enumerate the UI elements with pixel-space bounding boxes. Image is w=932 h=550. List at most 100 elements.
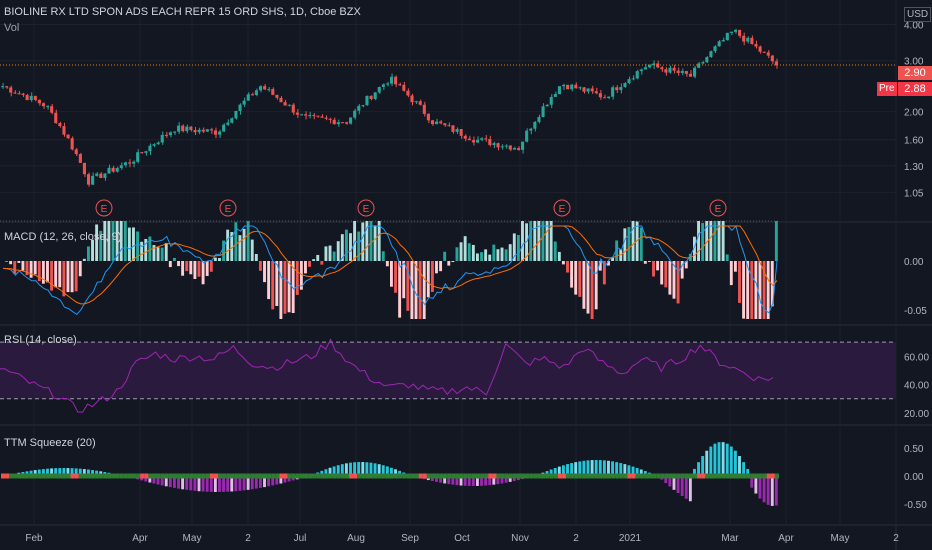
ttm-histogram-bar: [631, 466, 635, 476]
x-tick-label: Jul: [294, 533, 307, 544]
macd-histogram-bar: [254, 254, 258, 261]
macd-histogram-bar: [275, 261, 279, 306]
candle-body: [111, 167, 115, 172]
macd-histogram-bar: [549, 221, 553, 261]
rsi-panel[interactable]: [0, 338, 896, 413]
candle-body: [91, 175, 95, 185]
ttm-squeeze-dot: [111, 473, 116, 479]
macd-legend[interactable]: MACD (12, 26, close, 9): [4, 231, 122, 243]
ttm-squeeze-dot: [770, 473, 775, 479]
ttm-squeeze-dot: [308, 473, 313, 479]
ttm-squeeze-dot: [17, 473, 22, 479]
macd-histogram-bar: [521, 221, 524, 261]
ttm-histogram-bar: [598, 460, 602, 476]
candle-body: [17, 93, 21, 95]
macd-histogram-bar: [717, 221, 721, 261]
ttm-squeeze-dot: [508, 473, 513, 479]
candle-body: [263, 86, 267, 90]
macd-histogram-bar: [516, 234, 520, 261]
ttm-squeeze-dot: [340, 473, 345, 479]
macd-histogram-bar: [152, 245, 156, 261]
ttm-squeeze-dot: [607, 473, 612, 479]
macd-histogram-bar: [82, 258, 86, 261]
ttm-squeeze-dot: [299, 473, 305, 479]
macd-histogram-bar: [627, 227, 631, 261]
macd-histogram-bar: [582, 261, 586, 309]
ttm-squeeze-dot: [349, 473, 354, 479]
candle-body: [369, 95, 373, 100]
earnings-marker-label: E: [715, 204, 722, 215]
ttm-histogram-bar: [480, 476, 483, 486]
ttm-histogram-bar: [627, 465, 631, 476]
candle-body: [574, 84, 578, 89]
candle-body: [287, 104, 291, 106]
ttm-histogram-bar: [275, 476, 279, 485]
candle-body: [615, 87, 619, 91]
candle-body: [328, 118, 332, 120]
ttm-squeeze-dot: [234, 473, 239, 479]
ttm-histogram-bar: [283, 476, 287, 483]
x-tick-label: 2: [245, 533, 251, 544]
ttm-histogram-bar: [320, 470, 324, 476]
macd-histogram-bar: [574, 261, 578, 295]
candle-body: [275, 94, 279, 98]
candle-body: [762, 51, 766, 53]
candle-body: [430, 120, 435, 125]
ttm-squeeze-dot: [70, 473, 75, 479]
currency-badge[interactable]: USD: [904, 7, 932, 22]
macd-histogram-bar: [291, 261, 295, 314]
macd-histogram-bar: [754, 261, 758, 319]
macd-histogram-bar: [295, 261, 299, 295]
ttm-histogram-bar: [639, 469, 643, 476]
ttm-histogram-bar: [381, 465, 385, 476]
candle-body: [74, 149, 78, 155]
ttm-squeeze-dot: [132, 473, 137, 479]
ttm-squeeze-dot: [475, 473, 481, 479]
candle-body: [103, 173, 107, 178]
pre-market-label: Pre: [877, 82, 897, 96]
ttm-histogram-bar: [254, 476, 258, 489]
earnings-marker-label: E: [101, 204, 108, 215]
macd-panel[interactable]: [2, 221, 778, 319]
candle-body: [185, 126, 189, 132]
ttm-squeeze-dot: [95, 473, 100, 479]
candle-body: [750, 37, 754, 45]
candle-body: [267, 89, 271, 91]
macd-histogram-bar: [267, 261, 271, 300]
ttm-histogram-bar: [467, 476, 471, 486]
candle-body: [86, 174, 91, 185]
macd-histogram-bar: [451, 261, 455, 263]
ttm-histogram-bar: [197, 476, 201, 492]
candle-body: [410, 95, 414, 103]
symbol-title[interactable]: BIOLINE RX LTD SPON ADS EACH REPR 15 ORD…: [4, 6, 361, 18]
ttm-panel[interactable]: [1, 442, 779, 506]
ttm-squeeze-dot: [414, 473, 419, 479]
ttm-histogram-bar: [721, 442, 725, 476]
ttm-squeeze-dot: [267, 473, 272, 479]
macd-histogram-bar: [29, 261, 33, 278]
candle-body: [66, 134, 70, 139]
candle-body: [631, 78, 635, 80]
rsi-legend[interactable]: RSI (14, close): [4, 334, 77, 346]
ttm-squeeze-dot: [197, 473, 202, 479]
macd-histogram-bar: [729, 261, 733, 286]
candle-body: [377, 86, 381, 93]
ttm-legend[interactable]: TTM Squeeze (20): [4, 437, 96, 449]
macd-histogram-bar: [570, 261, 574, 288]
ttm-squeeze-dot: [316, 473, 321, 479]
candle-body: [733, 29, 738, 32]
ttm-squeeze-dot: [463, 473, 468, 479]
candle-body: [164, 134, 168, 136]
rsi-tick-label: 20.00: [904, 409, 929, 420]
ttm-squeeze-dot: [5, 473, 10, 479]
ttm-histogram-bar: [91, 470, 94, 476]
volume-label[interactable]: Vol: [4, 22, 20, 34]
macd-histogram-bar: [480, 252, 483, 261]
macd-histogram-bar: [656, 261, 660, 271]
ttm-histogram-bar: [447, 476, 451, 485]
ttm-squeeze-dot: [336, 473, 341, 479]
ttm-histogram-bar: [762, 476, 766, 503]
candle-body: [390, 76, 394, 84]
